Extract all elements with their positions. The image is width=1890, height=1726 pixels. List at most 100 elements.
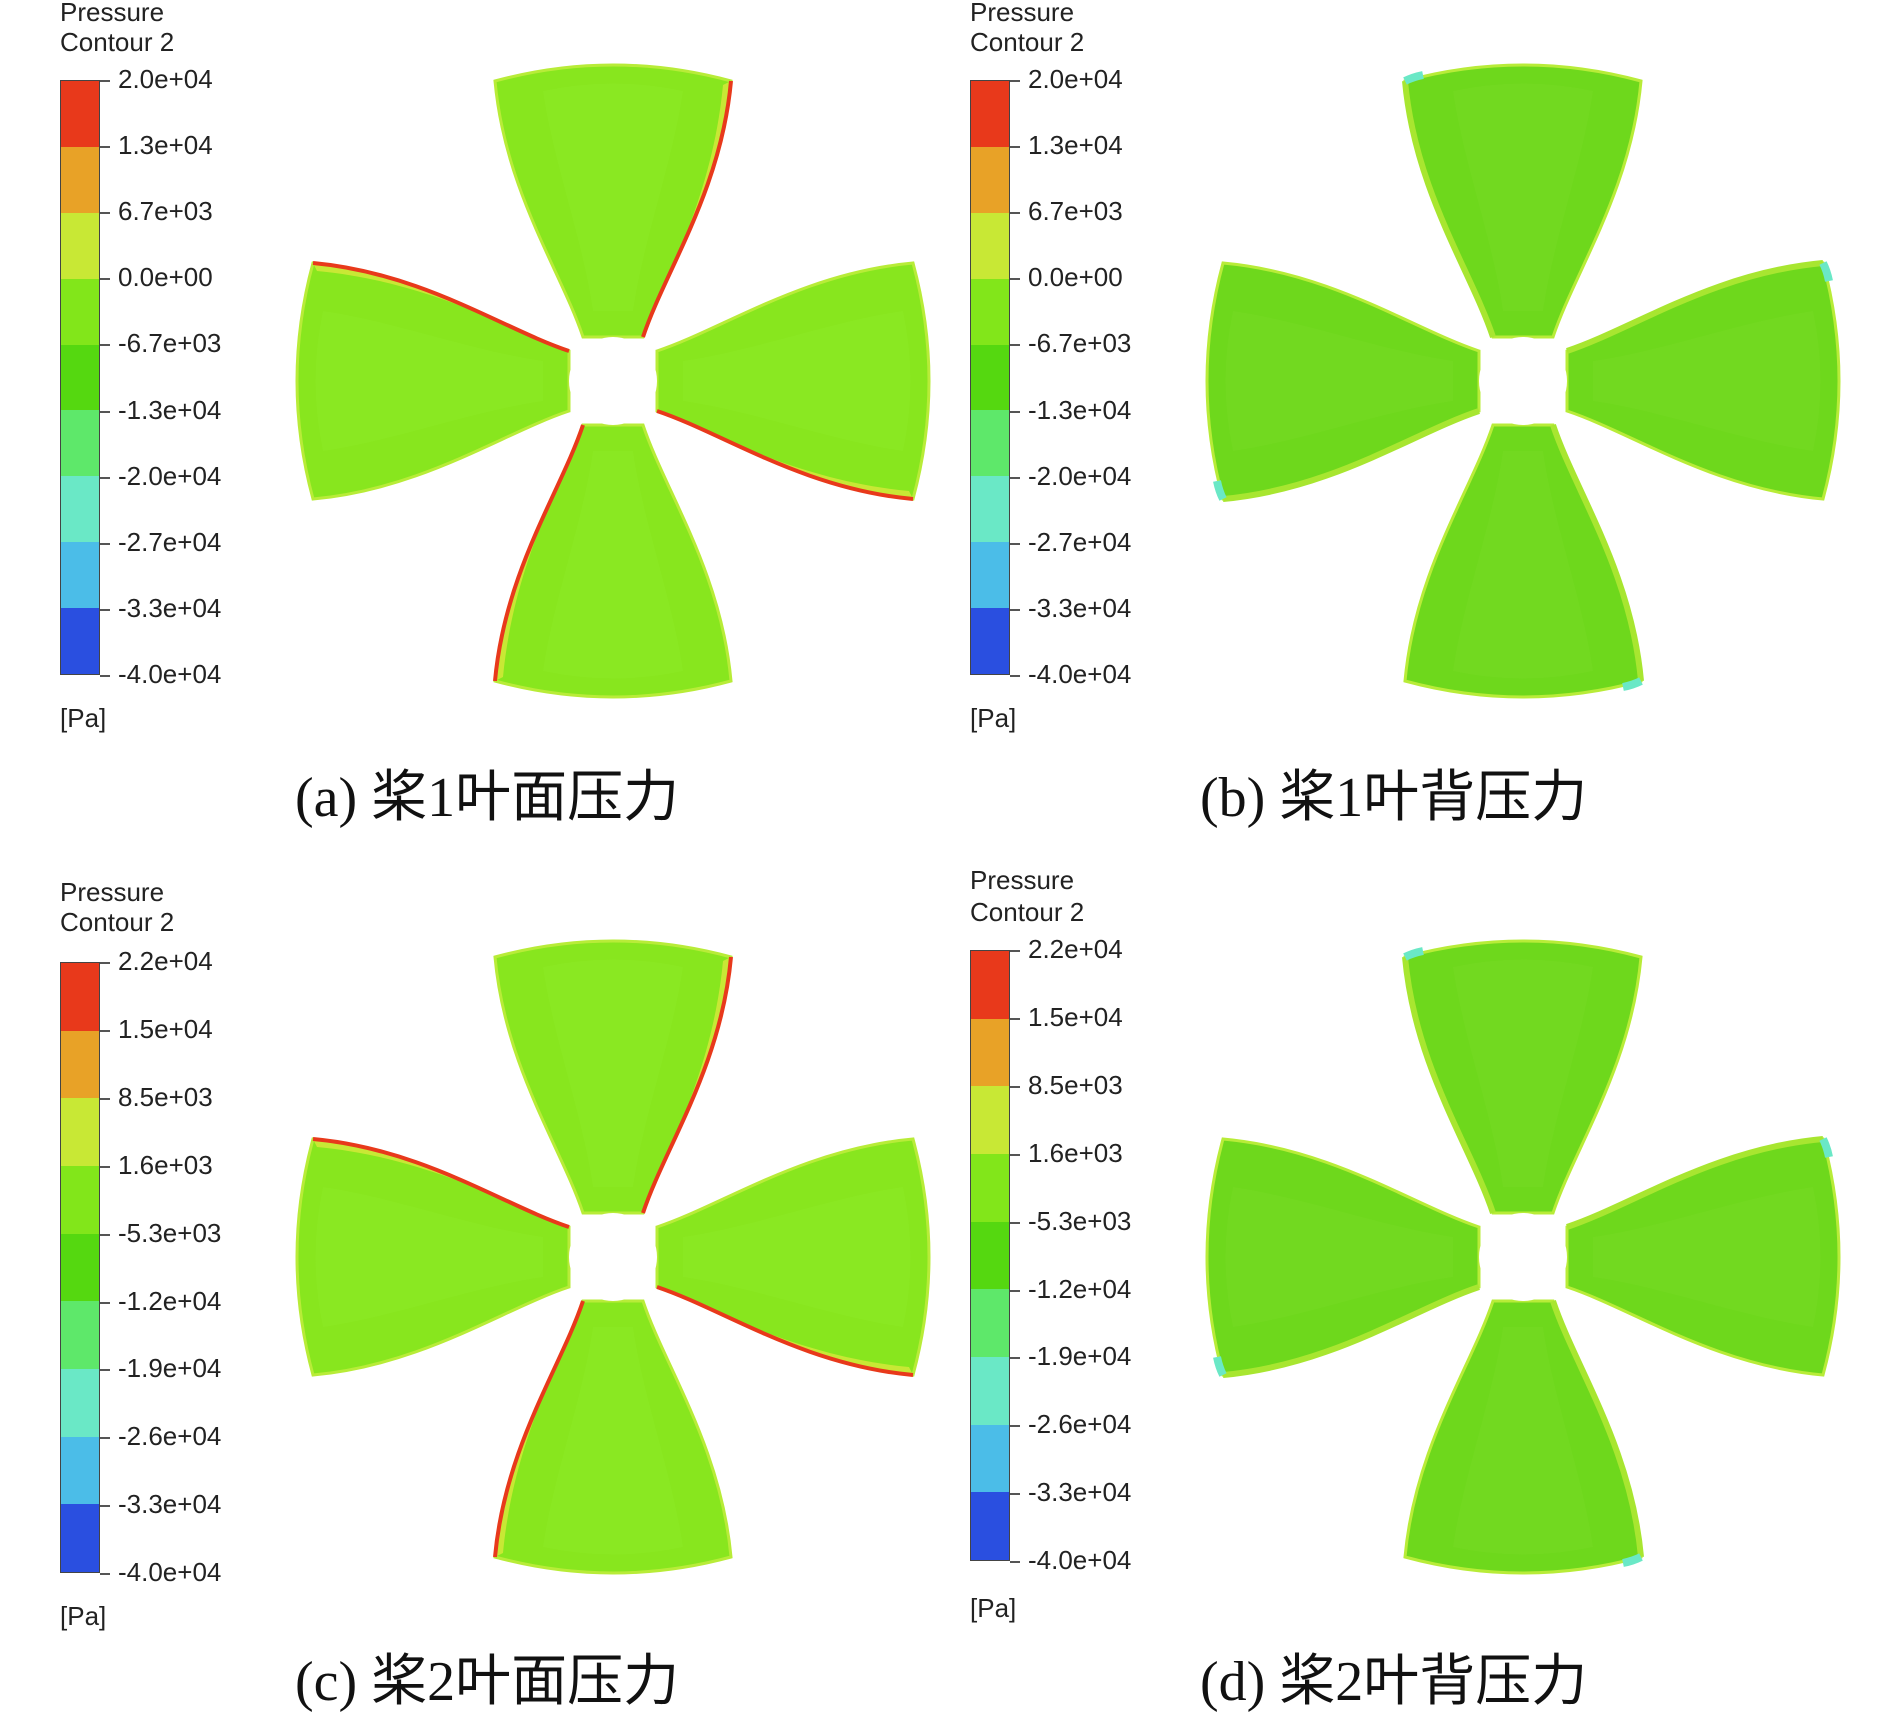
colorbar-band [61, 1233, 99, 1302]
propeller-hub [1479, 1213, 1567, 1301]
colorbar-band [971, 410, 1009, 477]
colorbar-band [61, 1504, 99, 1572]
propeller-contour [295, 63, 931, 699]
colorbar-band [61, 212, 99, 279]
colorbar-band [971, 1356, 1009, 1425]
tick-mark [1010, 278, 1020, 281]
legend-unit: [Pa] [970, 703, 1017, 733]
tick-label: 8.5e+03 [118, 1081, 213, 1112]
propeller-blade [1402, 939, 1643, 1215]
tick-label: -4.0e+04 [1028, 1545, 1132, 1576]
tick-label: -5.3e+03 [118, 1217, 222, 1248]
colorbar-band [61, 146, 99, 213]
tick-mark [100, 1233, 110, 1236]
panel-caption: (d) 桨2叶背压力 [1200, 1651, 1588, 1713]
tick-label: -3.3e+04 [118, 592, 222, 623]
propeller-blade [1402, 63, 1643, 339]
tick-mark [100, 1437, 110, 1440]
tick-label: -3.3e+04 [1028, 1477, 1132, 1508]
tick-mark [1010, 146, 1020, 149]
colorbar-band [61, 344, 99, 411]
colorbar-band [61, 1098, 99, 1166]
tick-mark [100, 212, 110, 215]
tick-mark [1010, 1561, 1020, 1564]
colorbar-band [61, 410, 99, 477]
legend-unit: [Pa] [60, 1601, 107, 1631]
tick-mark [1010, 608, 1020, 611]
tick-mark [1010, 344, 1020, 347]
propeller-blade [493, 1299, 733, 1575]
colorbar-band [971, 476, 1009, 543]
tick-mark [1010, 1425, 1020, 1428]
tick-mark [1010, 410, 1020, 413]
tick-mark [1010, 476, 1020, 479]
colorbar-band [61, 476, 99, 543]
tick-label: -1.9e+04 [118, 1353, 222, 1384]
colorbar-band [971, 146, 1009, 213]
colorbar-band [971, 1018, 1009, 1087]
tick-mark [100, 1369, 110, 1372]
propeller-hub [569, 1213, 657, 1301]
legend-title-line2: Contour 2 [970, 897, 1085, 927]
panel-c: Pressure Contour 2 2.2e+04 1.5e+04 8.5e+03… [0, 877, 945, 1726]
legend-colorbar [970, 80, 1010, 675]
colorbar-band [971, 951, 1009, 1019]
tick-label: -2.0e+04 [118, 460, 222, 491]
tick-label: -3.3e+04 [1028, 592, 1132, 623]
legend-title-line2: Contour 2 [60, 907, 175, 937]
tick-mark [100, 344, 110, 347]
tick-label: -2.7e+04 [118, 526, 222, 557]
propeller-blade [493, 63, 733, 339]
tick-mark [1010, 1017, 1020, 1020]
tick-mark [100, 476, 110, 479]
panel-d: Pressure Contour 2 2.2e+04 1.5e+04 8.5e+03… [910, 865, 1855, 1726]
colorbar-band [971, 212, 1009, 279]
colorbar-band [971, 1492, 1009, 1560]
tick-label: 6.7e+03 [118, 196, 213, 227]
tick-label: -2.6e+04 [1028, 1409, 1132, 1440]
tick-mark [1010, 80, 1020, 82]
panel-caption: (a) 桨1叶面压力 [295, 767, 680, 829]
tick-label: 0.0e+00 [118, 262, 213, 293]
tick-label: -6.7e+03 [1028, 328, 1132, 359]
legend-title-line1: Pressure [60, 877, 165, 907]
propeller-blade [1565, 260, 1841, 501]
propeller-contour [1205, 939, 1841, 1575]
tick-label: -2.0e+04 [1028, 460, 1132, 491]
tick-label: 2.2e+04 [118, 946, 213, 976]
tick-label: 1.5e+04 [1028, 1001, 1123, 1032]
tick-label: 1.3e+04 [1028, 130, 1123, 161]
tick-label: -1.2e+04 [118, 1285, 222, 1316]
propeller-blade [493, 423, 733, 699]
tick-mark [100, 542, 110, 545]
colorbar-band [971, 1221, 1009, 1290]
legend-colorbar [60, 962, 100, 1573]
tick-label: 1.3e+04 [118, 130, 213, 161]
tick-label: -1.2e+04 [1028, 1273, 1132, 1304]
colorbar-band [971, 1086, 1009, 1154]
tick-label: 6.7e+03 [1028, 196, 1123, 227]
tick-label: -4.0e+04 [118, 1557, 222, 1588]
colorbar-band [61, 278, 99, 345]
tick-label: -2.6e+04 [118, 1421, 222, 1452]
colorbar-band [971, 81, 1009, 147]
tick-mark [1010, 1153, 1020, 1156]
propeller-blade [1403, 1299, 1644, 1575]
tick-label: 2.0e+04 [118, 64, 213, 94]
tick-mark [1010, 1085, 1020, 1088]
tick-mark [100, 1029, 110, 1032]
tick-label: -1.3e+04 [118, 394, 222, 425]
propeller-contour [295, 939, 931, 1575]
tick-mark [1010, 542, 1020, 545]
propeller-blade [1205, 261, 1481, 502]
tick-mark [1010, 1357, 1020, 1360]
propeller-blade [1205, 1137, 1481, 1378]
tick-mark [100, 1097, 110, 1100]
colorbar-band [61, 542, 99, 608]
legend-colorbar [970, 950, 1010, 1561]
propeller-blade [493, 939, 733, 1215]
tick-mark [100, 1573, 110, 1576]
propeller-blade [1403, 423, 1644, 699]
tick-mark [100, 278, 110, 281]
tick-label: 8.5e+03 [1028, 1069, 1123, 1100]
